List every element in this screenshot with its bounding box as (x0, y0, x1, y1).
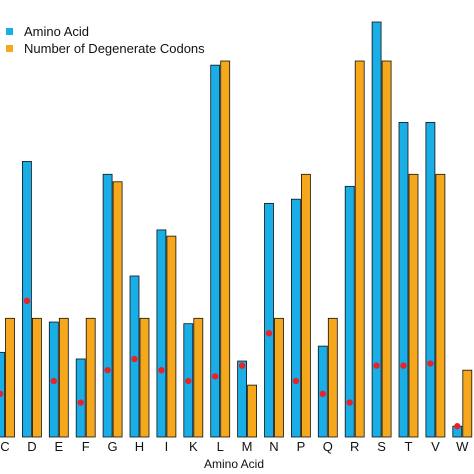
x-tick-label-R: R (350, 439, 359, 454)
bar-degenerate-codons-V (435, 173, 446, 438)
bar-degenerate-codons-H (139, 317, 150, 438)
markers-layer (0, 297, 461, 430)
bar-degenerate-codons-Q (327, 317, 338, 438)
marker-E (50, 377, 57, 385)
marker-N (265, 330, 273, 337)
bar-degenerate-codons-M (247, 384, 258, 438)
x-tick-label-F: F (82, 439, 90, 454)
marker-S (373, 362, 380, 369)
bar-degenerate-codons-E (58, 317, 69, 438)
x-tick-label-K: K (189, 439, 198, 454)
marker-Q (319, 390, 326, 398)
marker-H (131, 355, 138, 363)
marker-T (400, 362, 407, 369)
bar-degenerate-codons-S (381, 60, 392, 438)
legend-label-amino-acid: Amino Acid (24, 24, 89, 39)
bars-layer (0, 21, 473, 438)
bar-degenerate-codons-W (462, 369, 473, 438)
bar-degenerate-codons-C (5, 317, 15, 438)
x-tick-label-H: H (135, 439, 144, 454)
x-tick-label-N: N (269, 439, 278, 454)
x-tick-label-P: P (297, 439, 306, 454)
marker-I (158, 366, 165, 374)
bar-amino-acid-S (371, 21, 382, 438)
x-tick-label-W: W (456, 439, 469, 454)
bar-degenerate-codons-F (85, 317, 96, 438)
x-tick-label-D: D (27, 439, 36, 454)
x-tick-label-L: L (217, 439, 224, 454)
bar-amino-acid-R (344, 185, 355, 438)
legend-swatch-degenerate-codons (6, 45, 13, 52)
bar-degenerate-codons-R (354, 60, 365, 438)
x-tick-label-G: G (108, 439, 118, 454)
bar-amino-acid-F (75, 358, 86, 438)
marker-D (23, 297, 31, 305)
marker-L (212, 373, 219, 380)
x-tick-label-E: E (54, 439, 63, 454)
x-tick-label-S: S (377, 439, 386, 454)
marker-M (238, 362, 246, 369)
bar-amino-acid-I (156, 229, 167, 438)
bar-degenerate-codons-N (274, 317, 284, 438)
x-tick-labels: CDEFGHIKLMNPQRSTVWY (0, 439, 469, 454)
bar-amino-acid-T (398, 122, 409, 438)
marker-V (427, 360, 434, 367)
bar-degenerate-codons-I (166, 235, 177, 438)
legend-swatch-amino-acid (6, 28, 13, 35)
marker-G (104, 366, 111, 374)
bar-amino-acid-V (425, 122, 436, 438)
x-axis-title: Amino Acid (204, 457, 264, 471)
bar-amino-acid-L (210, 64, 221, 438)
marker-P (292, 377, 300, 385)
x-tick-label-T: T (405, 439, 413, 454)
legend-label-degenerate-codons: Number of Degenerate Codons (24, 41, 205, 56)
bar-degenerate-codons-G (112, 181, 123, 438)
bar-degenerate-codons-D (32, 317, 42, 438)
x-tick-label-C: C (0, 439, 9, 454)
marker-R (346, 399, 353, 406)
bar-amino-acid-G (102, 173, 113, 438)
x-tick-label-Q: Q (323, 439, 333, 454)
marker-C (0, 390, 4, 398)
bar-amino-acid-P (290, 198, 301, 438)
marker-F (77, 399, 84, 406)
bar-degenerate-codons-P (300, 173, 311, 438)
x-tick-label-M: M (242, 439, 253, 454)
x-tick-label-I: I (165, 439, 169, 454)
bar-amino-acid-N (264, 202, 274, 438)
bar-degenerate-codons-L (220, 60, 231, 438)
bar-amino-acid-M (237, 360, 248, 438)
marker-K (185, 377, 192, 385)
bar-degenerate-codons-K (193, 317, 204, 438)
x-tick-label-V: V (431, 439, 440, 454)
marker-W (454, 423, 461, 430)
bar-degenerate-codons-T (408, 173, 419, 438)
legend: Amino Acid Number of Degenerate Codons (6, 24, 205, 56)
